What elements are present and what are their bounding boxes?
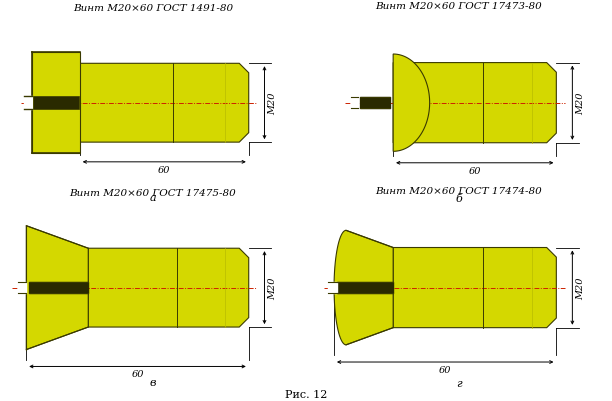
Polygon shape: [359, 98, 390, 109]
Text: б: б: [455, 194, 463, 204]
Text: М20: М20: [268, 92, 277, 115]
Polygon shape: [33, 97, 79, 110]
Polygon shape: [88, 249, 248, 327]
Polygon shape: [351, 98, 358, 109]
Title: Винт М20×60 ГОСТ 17473-80: Винт М20×60 ГОСТ 17473-80: [376, 2, 542, 11]
Title: Винт М20×60 ГОСТ 17475-80: Винт М20×60 ГОСТ 17475-80: [70, 188, 236, 197]
Text: Рис. 12: Рис. 12: [285, 389, 327, 399]
Title: Винт М20×60 ГОСТ 17474-80: Винт М20×60 ГОСТ 17474-80: [376, 187, 542, 196]
Polygon shape: [334, 231, 393, 345]
Text: М20: М20: [268, 277, 277, 299]
Polygon shape: [328, 282, 337, 294]
Polygon shape: [393, 248, 556, 328]
Polygon shape: [80, 64, 248, 143]
Text: 60: 60: [469, 166, 481, 175]
Text: 60: 60: [158, 165, 171, 174]
Polygon shape: [26, 226, 88, 350]
Text: М20: М20: [576, 92, 585, 115]
Text: 60: 60: [131, 369, 144, 378]
Polygon shape: [29, 282, 88, 294]
Text: 60: 60: [439, 365, 452, 374]
Polygon shape: [18, 282, 26, 294]
Text: г: г: [456, 378, 462, 388]
Polygon shape: [393, 63, 556, 144]
Text: а: а: [150, 192, 156, 202]
Polygon shape: [393, 55, 430, 152]
Text: в: в: [150, 377, 156, 387]
Title: Винт М20×60 ГОСТ 1491-80: Винт М20×60 ГОСТ 1491-80: [73, 4, 233, 13]
Polygon shape: [32, 53, 80, 154]
Polygon shape: [337, 282, 393, 294]
Text: М20: М20: [576, 277, 585, 299]
